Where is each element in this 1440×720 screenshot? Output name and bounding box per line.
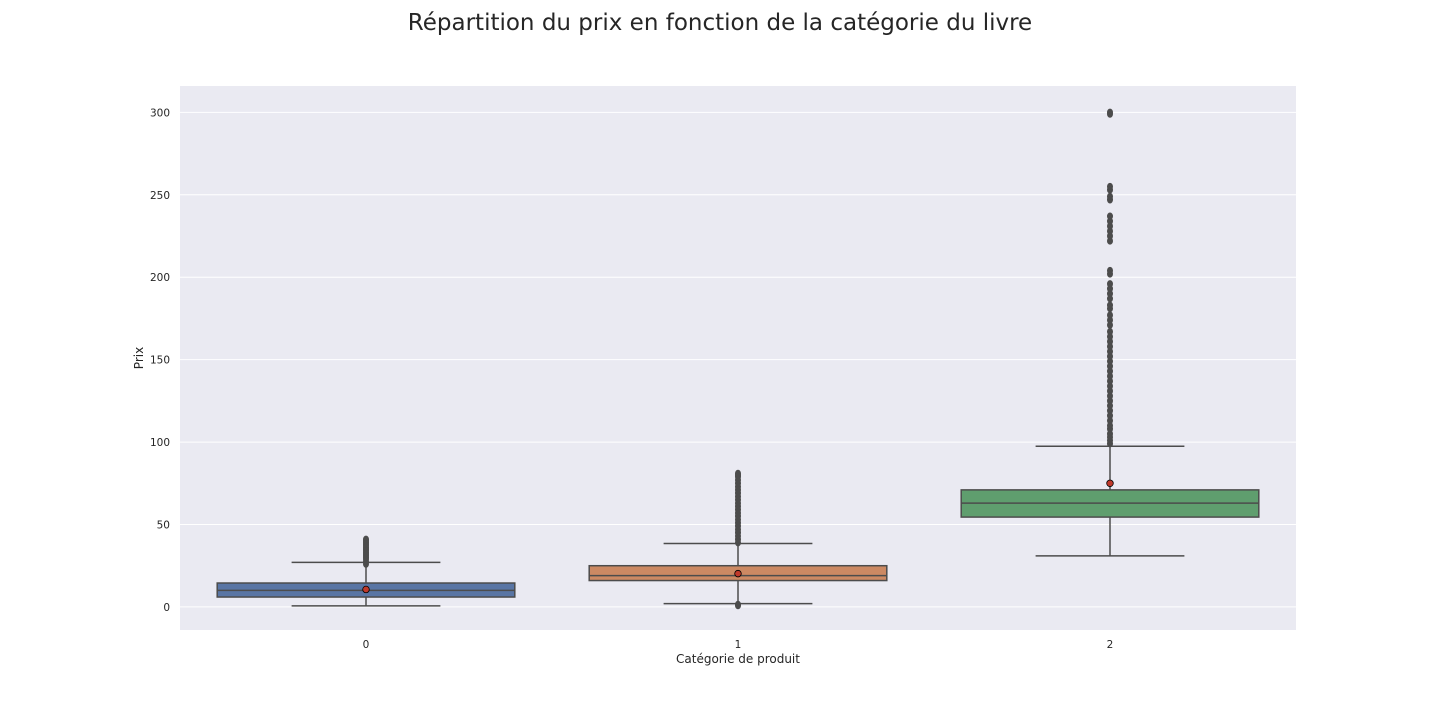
y-tick-label: 150 [150,355,170,367]
x-axis-ticks: 0 1 2 [363,639,1114,651]
outlier-point [362,535,369,544]
outlier-point [1107,108,1114,117]
mean-marker [362,585,370,594]
x-tick-label: 2 [1107,639,1114,651]
outlier-point [1107,301,1114,309]
outlier-point [1107,280,1114,288]
y-tick-label: 200 [150,272,170,284]
outlier-point [1107,182,1114,191]
y-tick-label: 250 [150,190,170,202]
box-group-0 [216,535,516,607]
outlier-point [735,600,742,609]
y-tick-label: 0 [163,602,170,614]
boxes [216,108,1260,610]
x-axis-label: Catégorie de produit [676,652,800,666]
outlier-point [1107,327,1114,336]
y-tick-label: 50 [157,519,170,531]
outlier-point [735,469,742,478]
outlier-point [1107,311,1114,319]
x-tick-label: 0 [363,639,370,651]
box-group-2 [960,108,1260,557]
y-tick-label: 100 [150,437,170,449]
y-axis-label: Prix [132,347,146,369]
y-axis-ticks: 0 50 100 150 200 250 300 [150,107,170,614]
mean-marker [734,569,742,578]
outlier-point [1107,266,1114,275]
box-group-1 [588,469,888,610]
y-tick-label: 300 [150,107,170,119]
chart-title: Répartition du prix en fonction de la ca… [407,10,1033,36]
outlier-point [1107,212,1114,220]
outlier-point [1107,192,1114,201]
x-tick-label: 1 [735,639,742,651]
mean-marker [1106,479,1114,487]
